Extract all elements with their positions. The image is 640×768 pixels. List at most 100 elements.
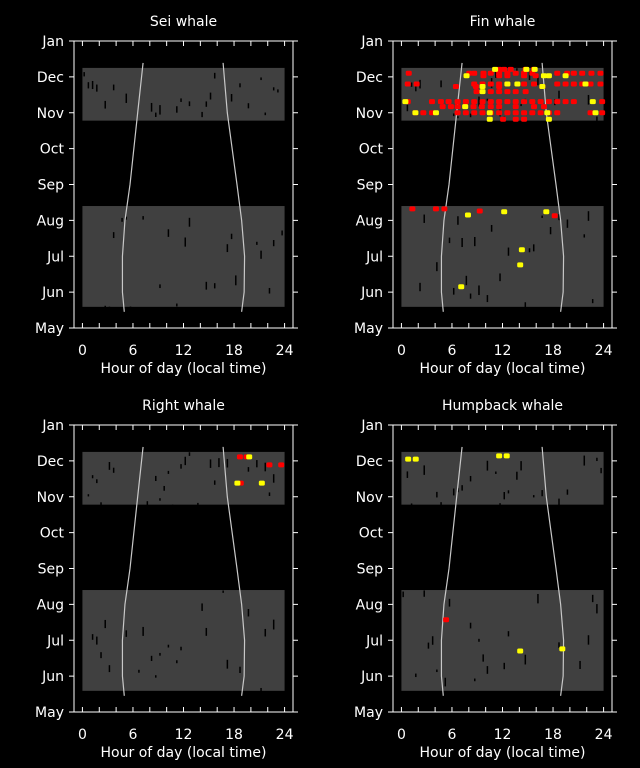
effort-gap [486,295,489,303]
red-detection-point [496,84,503,90]
effort-gap [201,111,203,118]
effort-gap [184,456,186,466]
x-tick-label: 0 [397,343,406,359]
effort-gap [176,660,178,664]
y-tick-label: Nov [356,490,383,506]
effort-block [401,451,604,505]
red-detection-point [454,110,461,116]
effort-gap [423,590,425,597]
effort-gap [277,89,279,93]
effort-block [82,67,285,121]
yellow-detection-point [540,73,547,79]
effort-gap [96,479,98,484]
effort-gap [406,104,409,112]
effort-gap [486,666,489,674]
red-detection-point [521,99,528,105]
effort-gap [503,662,505,670]
effort-gap [209,459,212,468]
panel-right-whale: 0 6 12 18 24 May Jun Jul Aug Sep Oct Nov Dec Jan Right… [35,398,298,761]
effort-block [82,590,285,691]
yellow-detection-point [517,262,524,268]
y-tick-label: Oct [359,142,384,158]
effort-gap [423,465,425,475]
panel-title: Humpback whale [442,398,563,414]
effort-gap [104,100,106,109]
x-tick-label: 12 [175,343,193,359]
effort-gaps [83,72,279,118]
effort-gap [461,237,463,248]
red-detection-point [521,110,528,116]
red-detection-point [496,99,503,105]
red-detection-point [521,116,528,122]
effort-gap [281,230,283,236]
red-detection-point [512,110,519,116]
red-detection-point [439,104,446,110]
effort-gap [507,631,510,637]
y-tick-label: May [354,321,383,337]
red-detection-point [579,70,586,76]
effort-gap [600,467,602,474]
effort-gap [142,626,144,636]
y-tick-label: May [35,321,64,337]
effort-gap [167,644,170,648]
red-detection-point [445,99,452,105]
red-detection-point [487,89,494,95]
y-tick-label: Jan [360,418,383,434]
effort-gap [520,461,522,471]
red-detection-point [496,73,503,79]
effort-gap [180,646,182,651]
red-detection-point [471,70,478,76]
red-detection-point [454,104,461,110]
effort-gap [104,619,106,629]
yellow-detection-point [503,453,510,459]
y-tick-label: Nov [356,106,383,122]
effort-gap [423,214,425,223]
y-tick-label: Aug [37,597,64,613]
effort-gap [431,636,434,645]
red-detection-point [507,66,514,72]
effort-gap [167,229,170,237]
effort-gap [495,71,497,78]
yellow-detection-point [514,81,521,87]
effort-gap [205,627,208,636]
red-detection-point [471,99,478,105]
effort-block [401,206,604,307]
effort-block [82,451,285,505]
red-detection-point [487,104,494,110]
effort-gap [558,642,560,648]
red-detection-point [554,81,561,87]
effort-gap [452,287,455,295]
effort-block [401,590,604,691]
effort-gap [465,275,468,286]
y-tick-label: Jul [46,633,64,649]
x-tick-label: 24 [595,343,613,359]
effort-gap [469,293,472,299]
effort-gap [83,72,85,77]
effort-gap [226,244,229,253]
effort-gap [486,98,489,102]
effort-gap [260,687,262,696]
effort-gap [171,504,174,514]
effort-gap [406,471,409,478]
yellow-detection-point [582,81,589,87]
effort-gap [213,480,216,485]
effort-gap [549,226,552,235]
effort-gap [87,82,90,89]
effort-gap [415,673,417,678]
red-detection-point [462,99,469,105]
yellow-detection-point [432,110,439,116]
panel-title: Right whale [142,398,225,414]
x-axis-label: Hour of day (local time) [420,745,586,761]
red-detection-point [496,110,503,116]
yellow-detection-point [559,646,566,652]
effort-gap [159,652,161,656]
effort-gap [129,306,132,316]
red-detection-point [531,104,538,110]
red-detection-point [570,81,577,87]
red-detection-point [428,99,435,105]
effort-gap [205,101,208,107]
y-tick-label: Jul [365,249,383,265]
red-detection-point [554,70,561,76]
y-tick-label: Oct [359,526,384,542]
